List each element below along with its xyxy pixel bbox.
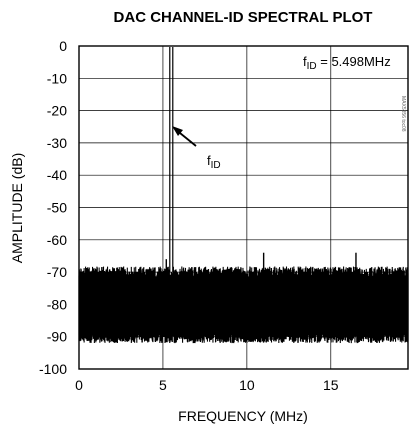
tone-arrow-label-main: f xyxy=(207,153,211,168)
tone-label: f xyxy=(303,54,307,69)
x-axis-label: FREQUENCY (MHz) xyxy=(178,408,308,424)
tone-frequency-annotation: fID = 5.498MHz xyxy=(303,54,391,72)
y-tick-label: -80 xyxy=(47,296,67,312)
y-axis-label: AMPLITUDE (dB) xyxy=(9,153,25,263)
x-tick-label: 0 xyxy=(75,377,83,393)
tick-labels: 0 -10 -20 -30 -40 -50 -60 -70 -80 -90 -100 0 5 10 15 xyxy=(39,38,339,393)
tone-value: = 5.498MHz xyxy=(317,54,391,69)
chart-title: DAC CHANNEL-ID SPECTRAL PLOT xyxy=(114,9,373,26)
y-tick-label: -60 xyxy=(47,232,67,248)
y-tick-label: -100 xyxy=(39,361,67,377)
tone-arrow-label: fID xyxy=(207,153,221,171)
x-tick-label: 5 xyxy=(159,377,167,393)
y-tick-label: -10 xyxy=(47,70,67,86)
y-tick-label: 0 xyxy=(59,38,67,54)
part-number: MAX5856 toc08 xyxy=(400,96,406,132)
y-tick-label: -40 xyxy=(47,167,67,183)
y-tick-label: -50 xyxy=(47,200,67,216)
tone-arrow-label-sub: ID xyxy=(211,160,221,171)
tone-label-sub: ID xyxy=(307,61,317,72)
y-tick-label: -30 xyxy=(47,135,67,151)
plot-frame xyxy=(78,45,409,370)
x-tick-label: 10 xyxy=(239,377,255,393)
y-tick-label: -20 xyxy=(47,103,67,119)
x-tick-label: 15 xyxy=(323,377,339,393)
tone-arrow-head xyxy=(172,126,183,136)
noise-floor xyxy=(78,266,409,344)
y-tick-label: -90 xyxy=(47,329,67,345)
spectrum-trace xyxy=(78,47,409,344)
y-tick-label: -70 xyxy=(47,264,67,280)
